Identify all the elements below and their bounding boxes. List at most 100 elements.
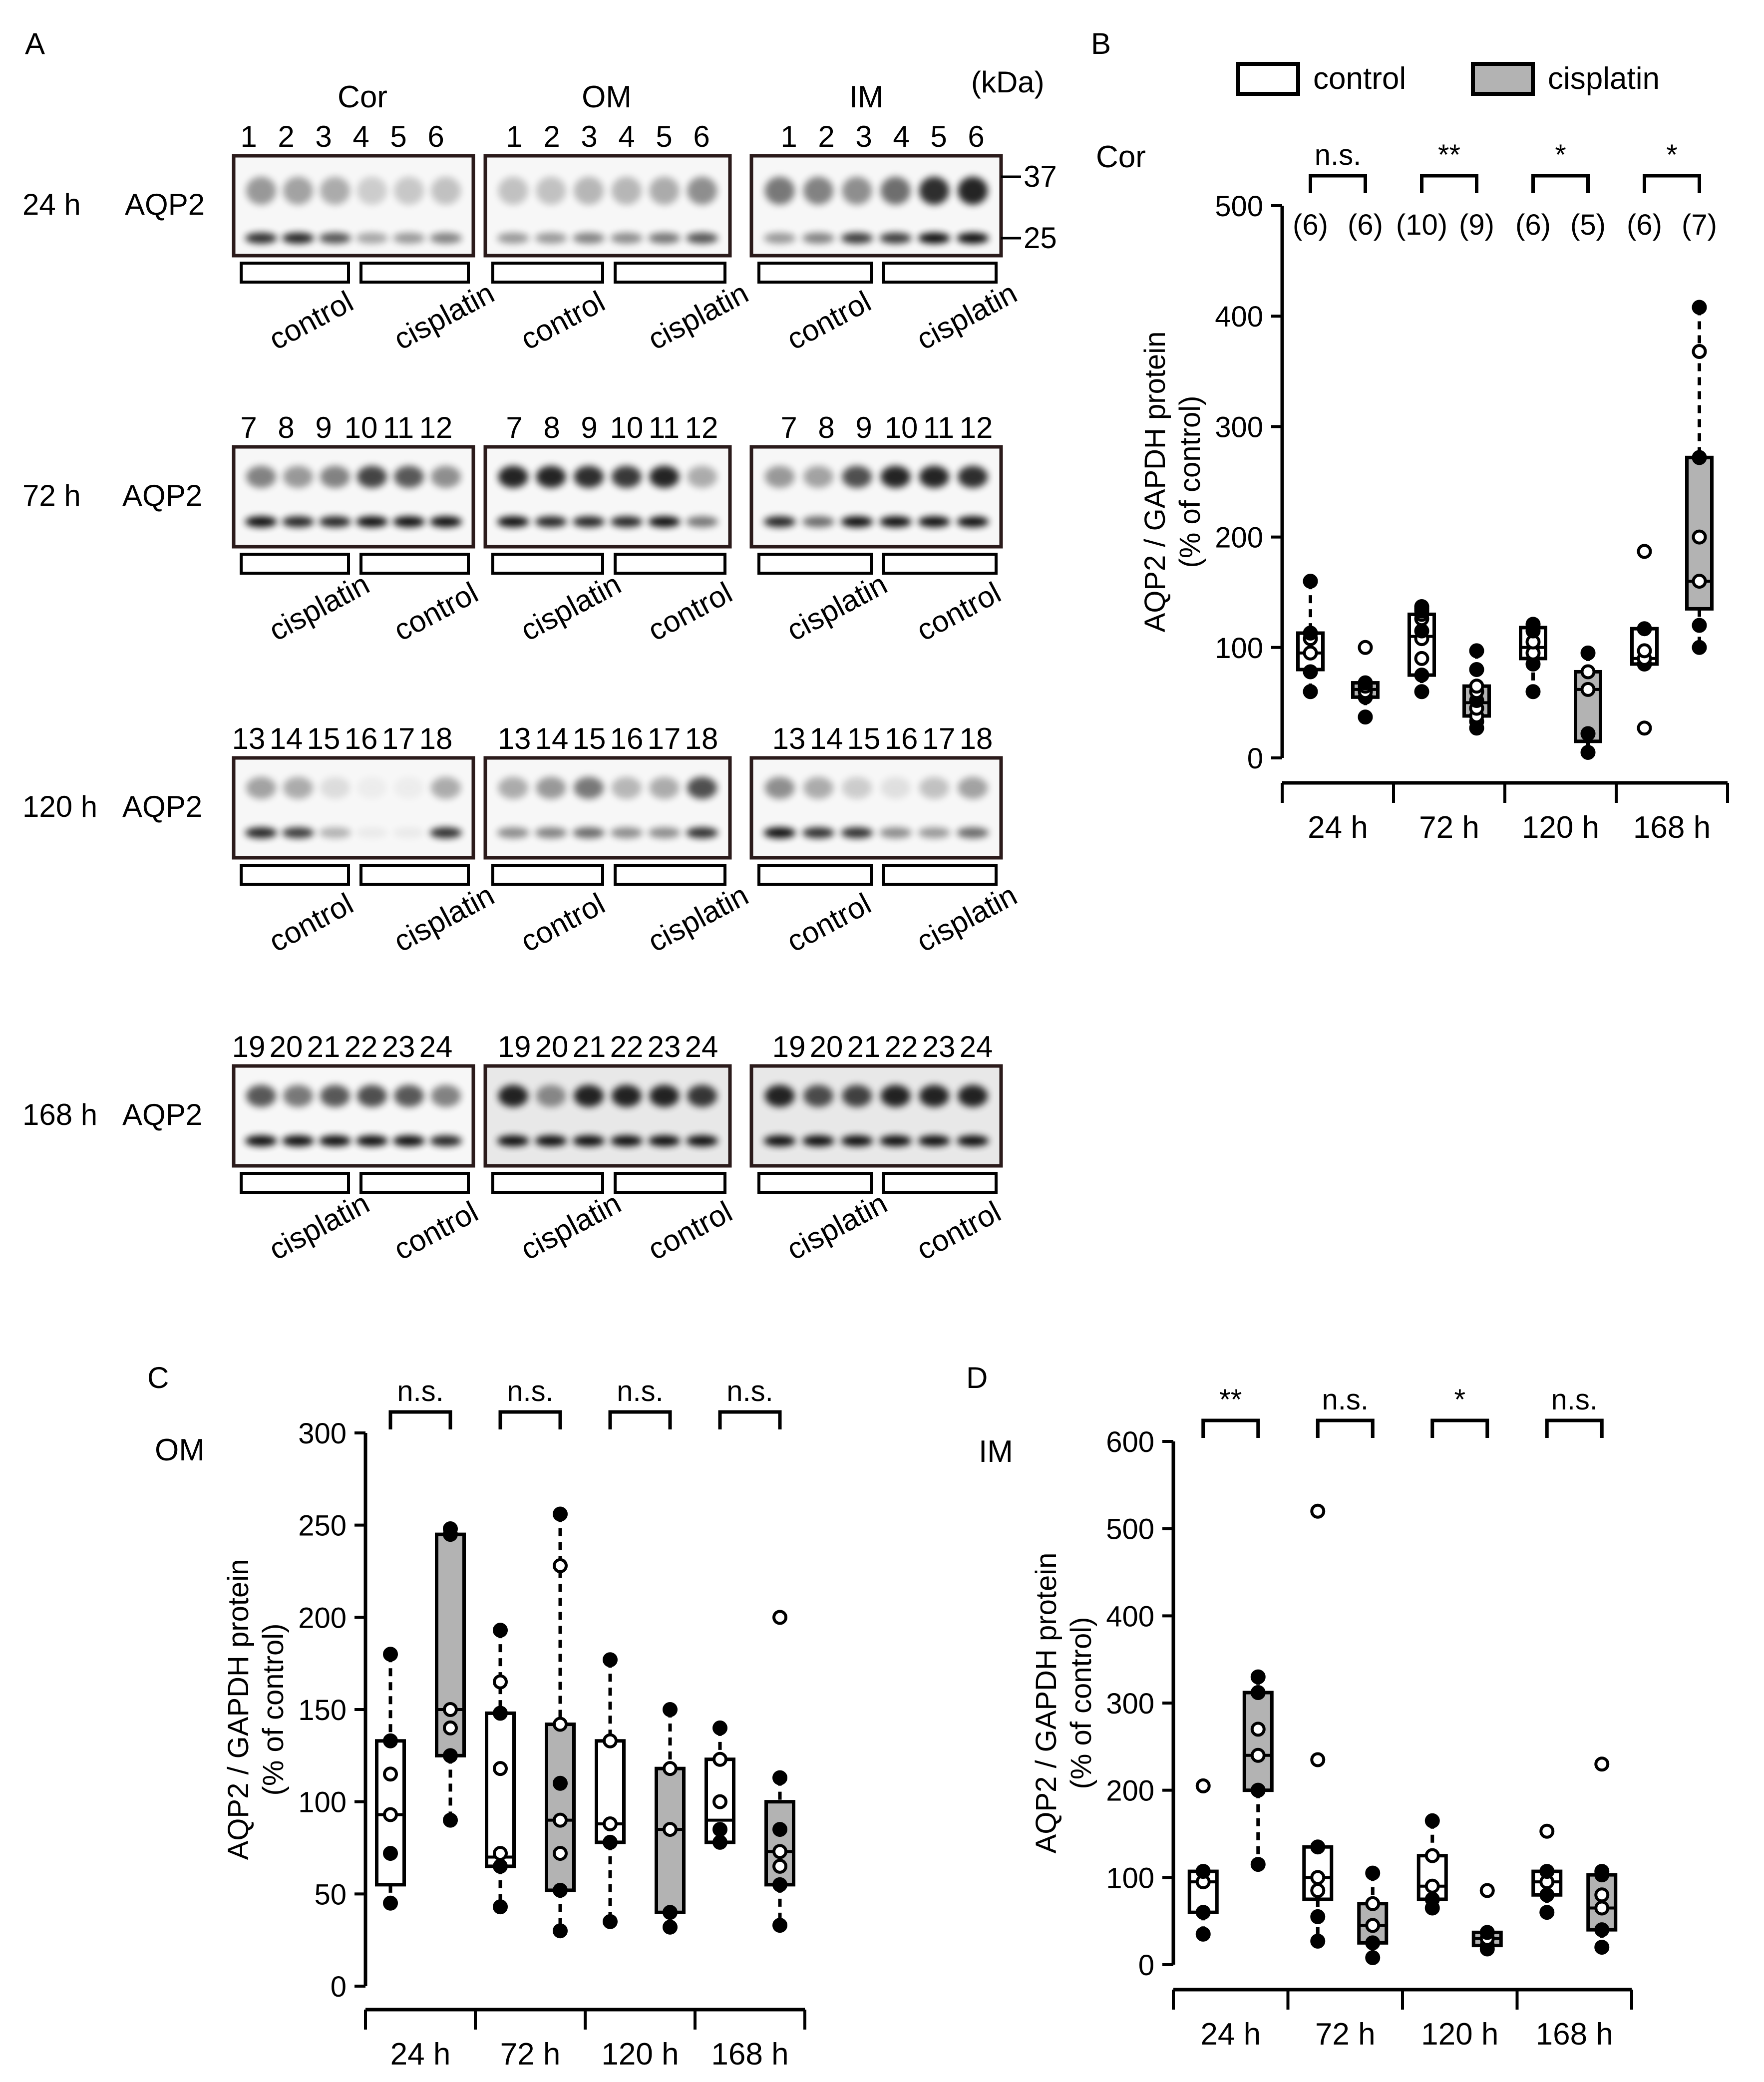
band-lower <box>497 1135 529 1146</box>
lane-number: 12 <box>960 411 993 444</box>
group-label-cisplatin: cisplatin <box>264 1186 375 1267</box>
box-cisplatin <box>764 1610 795 1933</box>
band-lower <box>356 827 388 838</box>
lane-number: 3 <box>315 120 332 153</box>
box-cisplatin <box>1351 640 1380 725</box>
lane-number: 10 <box>610 411 644 444</box>
band-lower <box>918 516 950 527</box>
data-point <box>553 1775 568 1791</box>
blot-membrane <box>749 756 1003 860</box>
box-control <box>485 1623 516 1915</box>
band-lower <box>245 827 277 838</box>
band-upper <box>431 777 461 799</box>
lane-number: 5 <box>390 120 406 153</box>
band-upper <box>536 777 566 799</box>
band-lower <box>573 516 605 527</box>
region-header-im: IM <box>849 80 884 114</box>
data-point <box>772 1844 787 1859</box>
y-axis-label-unit: (% of control) <box>1065 1617 1097 1789</box>
band-lower <box>918 1135 950 1146</box>
y-tick-label: 300 <box>298 1417 347 1450</box>
y-tick-label: 100 <box>298 1786 347 1819</box>
data-point <box>493 1846 508 1861</box>
band-lower <box>957 827 989 838</box>
data-point <box>1414 599 1429 614</box>
y-tick-label: 300 <box>1215 411 1263 443</box>
lane-number: 7 <box>780 411 797 444</box>
band-upper <box>687 177 717 205</box>
lane-number: 22 <box>885 1030 918 1063</box>
data-point <box>383 1733 398 1748</box>
band-lower <box>879 516 912 527</box>
data-point <box>1580 664 1596 680</box>
panel-label-d: D <box>966 1361 988 1394</box>
group-bracket <box>240 1172 350 1194</box>
data-point <box>493 1899 508 1915</box>
lane-number: 20 <box>270 1030 303 1063</box>
data-point <box>1424 1848 1440 1863</box>
y-tick-label: 150 <box>298 1694 347 1727</box>
lane-number: 21 <box>847 1030 881 1063</box>
band-lower <box>686 233 718 244</box>
lane-number: 21 <box>307 1030 341 1063</box>
box-cisplatin <box>1574 645 1602 760</box>
data-point <box>1250 1722 1266 1737</box>
band-lower <box>648 1135 681 1146</box>
data-point <box>493 1623 508 1638</box>
band-upper <box>498 1085 528 1107</box>
data-point <box>1539 1823 1555 1839</box>
band-upper <box>320 466 350 488</box>
data-point <box>603 1733 618 1748</box>
panel-label-c: C <box>147 1361 169 1394</box>
data-point <box>1310 1870 1326 1885</box>
legend: control cisplatin <box>1236 61 1660 96</box>
band-upper <box>283 177 313 205</box>
group-bracket <box>359 864 470 886</box>
band-lower <box>648 516 681 527</box>
data-point <box>443 1720 458 1735</box>
band-lower <box>356 516 388 527</box>
box-control <box>1416 1813 1448 1916</box>
data-point <box>1310 1839 1326 1855</box>
panel-label-a: A <box>25 27 45 60</box>
data-point <box>443 1748 458 1763</box>
band-upper <box>246 777 276 799</box>
significance-label: * <box>1555 139 1566 171</box>
group-label-control: control <box>781 285 876 356</box>
data-point <box>1580 645 1596 661</box>
band-lower <box>841 1135 873 1146</box>
band-upper <box>649 1085 680 1107</box>
band-upper <box>764 777 795 799</box>
row-protein-label: AQP2 <box>122 479 202 512</box>
group-label-cisplatin: cisplatin <box>388 878 500 959</box>
lane-number: 4 <box>618 120 635 153</box>
band-upper <box>574 466 604 488</box>
lane-number: 23 <box>382 1030 415 1063</box>
data-point <box>1414 623 1429 639</box>
band-lower <box>763 516 796 527</box>
data-point <box>663 1761 678 1776</box>
box-iqr <box>435 1532 466 1757</box>
band-upper <box>283 777 313 799</box>
significance-bracket <box>608 1410 672 1429</box>
lane-number: 19 <box>498 1030 531 1063</box>
group-bracket <box>491 262 604 284</box>
data-point <box>493 1706 508 1721</box>
box-cisplatin <box>1357 1865 1389 1966</box>
lane-number: 12 <box>419 411 453 444</box>
band-lower <box>918 233 950 244</box>
band-upper <box>649 177 680 205</box>
band-lower <box>610 516 643 527</box>
band-upper <box>320 1085 350 1107</box>
group-label-cisplatin: cisplatin <box>781 1186 893 1267</box>
row-protein-label: AQP2 <box>122 1098 202 1131</box>
band-lower <box>879 1135 912 1146</box>
group-label-control: control <box>388 576 483 648</box>
data-point <box>1692 300 1707 315</box>
group-label-cisplatin: cisplatin <box>643 878 754 959</box>
lane-number: 21 <box>573 1030 606 1063</box>
lane-number: 11 <box>649 411 680 444</box>
significance-bracket <box>1201 1418 1260 1438</box>
